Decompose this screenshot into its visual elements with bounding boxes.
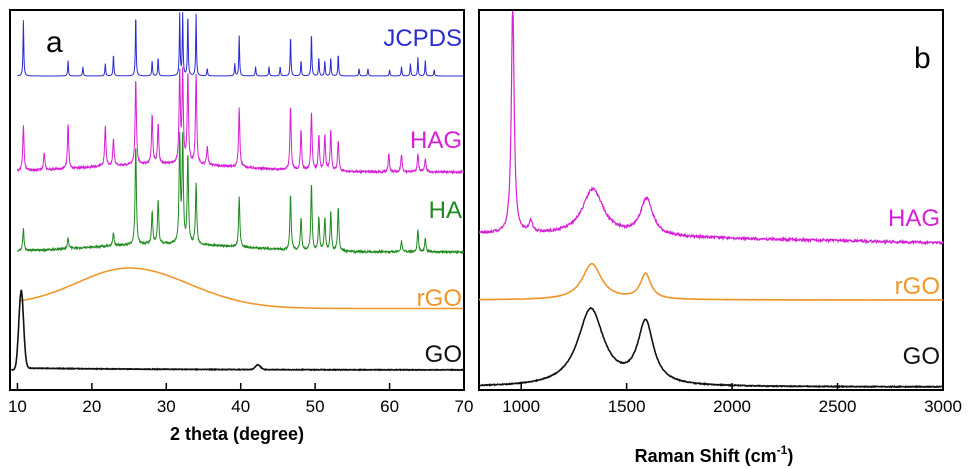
panel-a-x-axis-title: 2 theta (degree) <box>170 424 304 444</box>
panel-a-trace-go <box>11 289 465 372</box>
panel-b-trace-go <box>478 306 944 389</box>
panel-b-tick-label-2000: 2000 <box>713 397 751 416</box>
panel-b-series-label-hag: HAG <box>888 205 940 232</box>
panel-a-xrd: 10 20 30 40 50 60 70 a 2 theta (degree) JCPDS … <box>8 9 473 444</box>
panel-a-tick-label-50: 50 <box>306 397 325 416</box>
panel-b-x-axis-title: Raman Shift (cm-1) <box>635 443 794 466</box>
panel-a-traces <box>11 12 465 372</box>
panel-a-trace-ha <box>16 131 465 255</box>
panel-a-series-label-rgo: rGO <box>417 285 462 312</box>
panel-b-tick-label-3000: 3000 <box>924 397 962 416</box>
panel-a-tick-label-70: 70 <box>455 397 474 416</box>
panel-a-series-label-hag: HAG <box>410 127 462 154</box>
panel-a-series-label-go: GO <box>425 341 462 368</box>
panel-a-tick-label-10: 10 <box>8 397 27 416</box>
panel-a-trace-jcpds <box>17 12 464 77</box>
panel-b-raman: 1000 1500 2000 2500 3000 b Raman Shift (cm-1… <box>478 9 962 466</box>
panel-a-series-label-ha: HA <box>429 197 462 224</box>
panel-b-traces <box>478 10 944 389</box>
panel-b-tick-label-1500: 1500 <box>608 397 646 416</box>
panel-a-tick-label-20: 20 <box>82 397 101 416</box>
panel-b-trace-hag <box>478 10 944 246</box>
panel-a-trace-rgo <box>19 267 464 310</box>
panel-a-tick-label-60: 60 <box>380 397 399 416</box>
panel-b-series-label-go: GO <box>903 343 940 370</box>
panel-a-x-ticks: 10 20 30 40 50 60 70 <box>8 383 473 416</box>
panel-a-label: a <box>46 26 63 59</box>
panel-b-x-ticks: 1000 1500 2000 2500 3000 <box>502 383 962 416</box>
panel-a-trace-hag <box>16 67 465 175</box>
panel-a-tick-label-30: 30 <box>157 397 176 416</box>
panel-a-tick-label-40: 40 <box>231 397 250 416</box>
panel-b-x-axis-title-suffix: ) <box>787 446 793 466</box>
panel-a-frame <box>9 9 465 391</box>
panel-a-series-label-jcpds: JCPDS <box>383 25 462 52</box>
panel-b-series-label-rgo: rGO <box>895 273 940 300</box>
panel-b-x-axis-title-main: Raman Shift (cm <box>635 446 777 466</box>
panel-b-frame <box>478 9 944 391</box>
panel-b-trace-rgo <box>478 262 944 302</box>
panel-b-tick-label-2500: 2500 <box>819 397 857 416</box>
panel-b-tick-label-1000: 1000 <box>502 397 540 416</box>
panel-b-label: b <box>914 42 931 75</box>
panel-b-x-axis-title-sup: -1 <box>777 443 788 457</box>
